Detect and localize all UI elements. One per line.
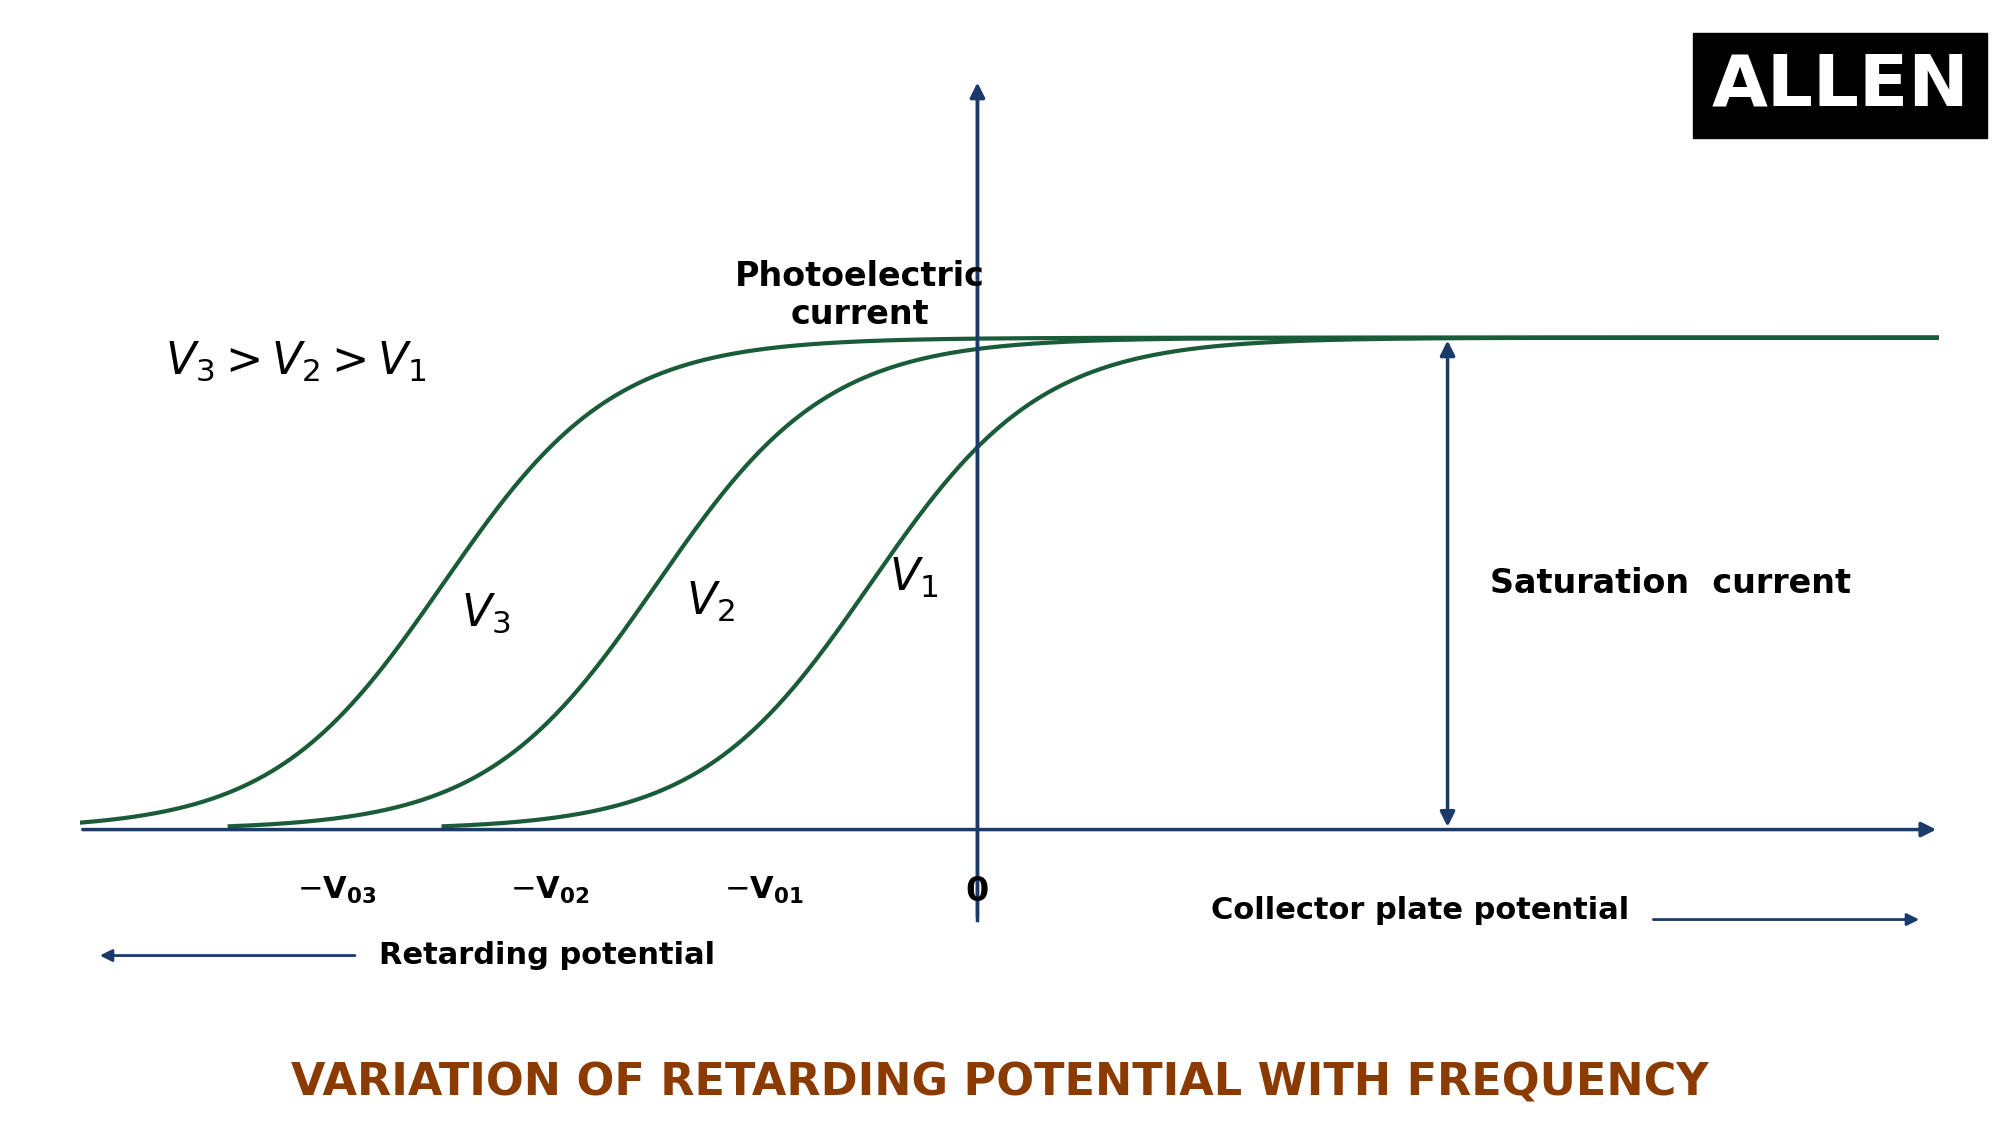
Text: 0: 0 <box>965 875 989 908</box>
Text: $-\mathbf{V_{03}}$: $-\mathbf{V_{03}}$ <box>296 875 376 906</box>
Text: Photoelectric
current: Photoelectric current <box>735 260 985 331</box>
Text: $-\mathbf{V_{02}}$: $-\mathbf{V_{02}}$ <box>509 875 589 906</box>
Text: Saturation  current: Saturation current <box>1491 567 1850 600</box>
Text: VARIATION OF RETARDING POTENTIAL WITH FREQUENCY: VARIATION OF RETARDING POTENTIAL WITH FR… <box>290 1062 1708 1105</box>
Text: $\mathit{V}_3 > \mathit{V}_2 > \mathit{V}_1$: $\mathit{V}_3 > \mathit{V}_2 > \mathit{V… <box>166 339 428 384</box>
Text: $\mathit{V}_2$: $\mathit{V}_2$ <box>685 580 735 624</box>
Text: $\mathit{V}_3$: $\mathit{V}_3$ <box>462 592 511 636</box>
Text: $\mathit{V}_1$: $\mathit{V}_1$ <box>889 556 937 600</box>
Text: Retarding potential: Retarding potential <box>380 941 715 970</box>
Text: $-\mathbf{V_{01}}$: $-\mathbf{V_{01}}$ <box>723 875 803 906</box>
Text: ALLEN: ALLEN <box>1710 51 1968 121</box>
Text: Collector plate potential: Collector plate potential <box>1211 896 1628 925</box>
